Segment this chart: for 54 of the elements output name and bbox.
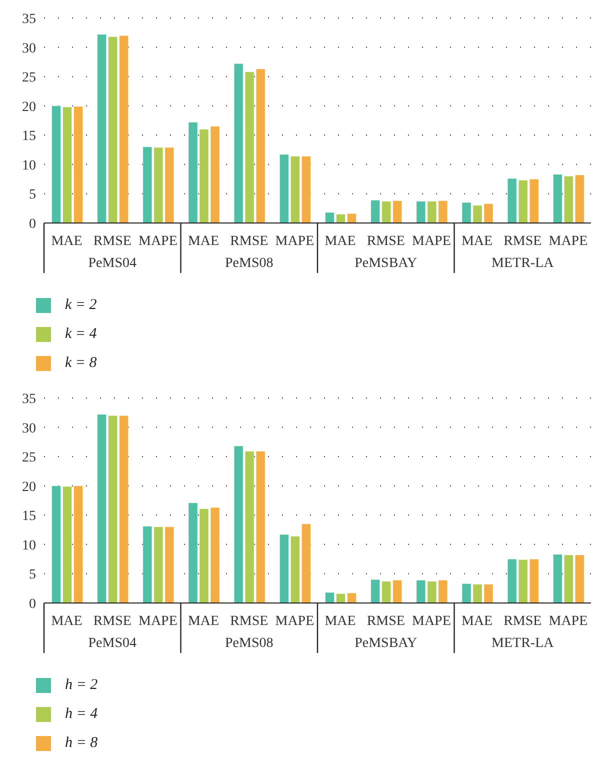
x-tick-label: MAE bbox=[324, 234, 356, 249]
text: METR-LA bbox=[492, 256, 555, 271]
legend-label: k = 2 bbox=[65, 297, 97, 314]
x-tick-label: MAE bbox=[51, 234, 82, 249]
x-tick-label: MAE bbox=[188, 614, 220, 629]
text: METR-LA bbox=[492, 636, 555, 651]
y-tick-label: 35 bbox=[22, 392, 36, 407]
text: PeMSBAY bbox=[354, 256, 418, 271]
text: PeMS08 bbox=[225, 256, 274, 271]
y-tick-label: 25 bbox=[22, 70, 36, 86]
x-tick-label: MAPE bbox=[275, 614, 314, 629]
y-tick-label: 10 bbox=[22, 538, 36, 554]
x-tick-label: MAE bbox=[461, 234, 493, 249]
legend-label: h = 8 bbox=[65, 735, 98, 752]
y-tick-label: 10 bbox=[22, 158, 36, 174]
y-tick-label: 30 bbox=[22, 421, 36, 436]
legend-label: k = 4 bbox=[65, 326, 97, 343]
x-tick-label: RMSE bbox=[366, 234, 405, 249]
x-tick-label: RMSE bbox=[504, 234, 542, 249]
x-tick-label: MAPE bbox=[138, 234, 178, 249]
x-tick-label: RMSE bbox=[230, 234, 268, 249]
y-tick-label: 25 bbox=[22, 450, 36, 466]
y-tick-label: 15 bbox=[22, 129, 36, 144]
legend-label: h = 2 bbox=[65, 677, 98, 694]
x-tick-label: MAE bbox=[188, 234, 220, 249]
legend-label: k = 8 bbox=[65, 355, 97, 372]
x-tick-label: MAPE bbox=[412, 614, 451, 629]
text: PeMS04 bbox=[88, 636, 136, 651]
x-tick-label: MAPE bbox=[275, 234, 314, 249]
y-tick-label: 35 bbox=[22, 12, 36, 27]
y-tick-label: 30 bbox=[22, 41, 36, 56]
legend-label: h = 4 bbox=[65, 706, 98, 723]
x-tick-label: RMSE bbox=[230, 614, 268, 629]
text: PeMSBAY bbox=[354, 636, 418, 651]
y-tick-label: 0 bbox=[29, 596, 36, 612]
x-tick-label: RMSE bbox=[504, 614, 542, 629]
x-tick-label: MAPE bbox=[548, 614, 588, 629]
x-tick-label: RMSE bbox=[93, 234, 132, 249]
x-tick-label: MAPE bbox=[138, 614, 178, 629]
x-tick-label: MAE bbox=[324, 614, 356, 629]
y-tick-label: 0 bbox=[29, 216, 36, 232]
x-tick-label: MAPE bbox=[412, 234, 451, 249]
x-tick-label: MAE bbox=[51, 614, 82, 629]
y-tick-label: 20 bbox=[22, 100, 36, 115]
text: PeMS08 bbox=[225, 636, 274, 651]
x-tick-label: MAE bbox=[461, 614, 493, 629]
y-tick-label: 20 bbox=[22, 480, 36, 495]
text: PeMS04 bbox=[88, 256, 136, 271]
y-tick-label: 15 bbox=[22, 509, 36, 524]
y-tick-label: 5 bbox=[29, 568, 36, 583]
y-tick-label: 5 bbox=[29, 188, 36, 203]
x-tick-label: MAPE bbox=[548, 234, 588, 249]
x-tick-label: RMSE bbox=[93, 614, 132, 629]
x-tick-label: RMSE bbox=[366, 614, 405, 629]
